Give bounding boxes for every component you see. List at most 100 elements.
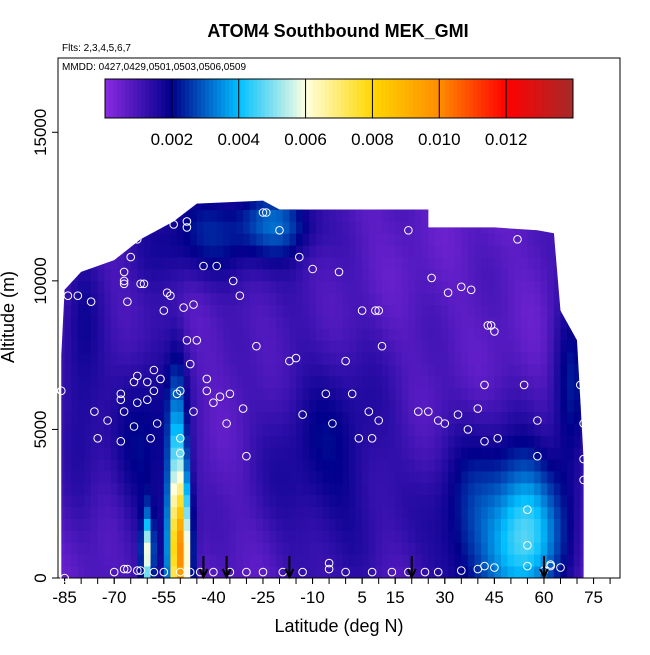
heatmap-cell — [137, 530, 145, 543]
heatmap-cell — [302, 316, 310, 329]
heatmap-cell — [183, 233, 191, 246]
heatmap-cell — [487, 411, 495, 424]
heatmap-cell — [249, 530, 257, 543]
heatmap-cell — [163, 280, 171, 294]
heatmap-cell — [540, 506, 548, 519]
sample-point — [73, 291, 83, 301]
heatmap-cell — [196, 530, 204, 543]
heatmap-cell — [315, 375, 323, 389]
heatmap-cell — [454, 316, 462, 329]
heatmap-cell — [210, 268, 218, 282]
heatmap-cell — [143, 566, 151, 578]
heatmap-cell — [117, 447, 125, 460]
heatmap-cell — [177, 292, 185, 306]
heatmap-cell — [520, 316, 528, 329]
heatmap-cell — [97, 423, 105, 436]
heatmap-cell — [388, 447, 396, 460]
heatmap-cell — [124, 209, 132, 222]
heatmap-cell — [494, 435, 502, 448]
heatmap-cell — [368, 245, 376, 258]
heatmap-cell — [507, 245, 515, 258]
heatmap-cell — [547, 316, 555, 329]
heatmap-cell — [355, 566, 363, 578]
heatmap-cell — [216, 316, 224, 329]
heatmap-cell — [329, 233, 337, 246]
heatmap-cell — [150, 328, 158, 341]
heatmap-cell — [375, 200, 383, 210]
heatmap-cell — [190, 268, 198, 282]
heatmap-cell — [223, 482, 231, 496]
heatmap-cell — [269, 566, 277, 578]
heatmap-cell — [262, 506, 270, 519]
heatmap-cell — [117, 518, 125, 531]
heatmap-cell — [375, 542, 383, 555]
heatmap-cell — [362, 459, 370, 472]
heatmap-cell — [276, 482, 284, 496]
colorbar-swatch — [445, 79, 450, 118]
sample-point — [533, 451, 542, 461]
heatmap-cell — [276, 364, 284, 377]
heatmap-cell — [262, 423, 270, 436]
heatmap-cell — [507, 411, 515, 424]
heatmap-cell — [461, 482, 469, 496]
sample-point — [440, 419, 450, 428]
heatmap-cell — [421, 268, 429, 282]
heatmap-cell — [401, 447, 409, 460]
heatmap-cell — [77, 506, 85, 519]
sample-point — [182, 336, 192, 345]
heatmap-cell — [540, 304, 548, 317]
heatmap-cell — [210, 530, 218, 543]
heatmap-cell — [243, 471, 251, 484]
heatmap-cell — [448, 257, 456, 270]
heatmap-cell — [527, 280, 535, 294]
heatmap-cell — [573, 518, 581, 531]
colorbar-swatch — [221, 79, 226, 118]
heatmap-cell — [507, 459, 515, 472]
heatmap-cell — [296, 494, 304, 508]
heatmap-cell — [262, 459, 270, 472]
heatmap-cell — [514, 542, 522, 555]
heatmap-cell — [355, 340, 363, 353]
heatmap-cell — [170, 257, 178, 270]
heatmap-cell — [223, 316, 231, 329]
colorbar-swatch — [121, 79, 126, 118]
heatmap-cell — [356, 186, 363, 198]
heatmap-cell — [183, 364, 191, 377]
heatmap-cell — [236, 352, 244, 365]
heatmap-cell — [282, 530, 290, 543]
heatmap-cell — [98, 186, 105, 198]
heatmap-cell — [514, 257, 522, 270]
heatmap-cell — [322, 518, 330, 531]
heatmap-cell — [461, 209, 469, 222]
heatmap-cell — [441, 316, 449, 329]
heatmap-cell — [196, 399, 204, 412]
heatmap-cell — [468, 186, 475, 198]
heatmap-cell — [157, 482, 165, 496]
heatmap-cell — [507, 292, 515, 306]
heatmap-cell — [408, 280, 416, 294]
heatmap-cell — [348, 233, 356, 246]
heatmap-cell — [500, 494, 508, 508]
heatmap-cell — [130, 530, 138, 543]
heatmap-cell — [368, 340, 376, 353]
heatmap-cell — [448, 423, 456, 436]
heatmap-cell — [91, 352, 99, 365]
colorbar-tick-label: 0.010 — [418, 130, 461, 149]
heatmap-cell — [71, 518, 79, 531]
heatmap-cell — [203, 280, 211, 294]
heatmap-cell — [448, 304, 456, 317]
heatmap-cell — [534, 506, 542, 519]
heatmap-cell — [150, 435, 158, 448]
heatmap-cell — [64, 435, 72, 448]
heatmap-cell — [118, 186, 125, 198]
heatmap-cell — [527, 494, 535, 508]
heatmap-cell — [177, 566, 185, 578]
heatmap-cell — [507, 542, 515, 555]
heatmap-cell — [84, 245, 92, 258]
heatmap-cell — [567, 518, 575, 531]
heatmap-cell — [124, 435, 132, 448]
heatmap-cell — [210, 316, 218, 329]
heatmap-cell — [514, 566, 522, 578]
heatmap-cell — [302, 506, 310, 519]
heatmap-cell — [534, 542, 542, 555]
